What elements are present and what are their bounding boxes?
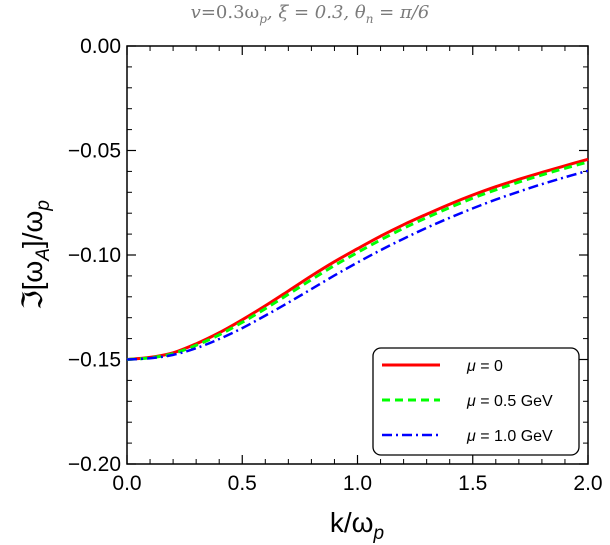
series-line-0 (126, 157, 589, 361)
x-axis-label: k/ωp (330, 507, 384, 544)
series-line-2 (126, 169, 589, 361)
axis-ticks (126, 45, 589, 465)
y-tick-label: 0.00 (80, 35, 121, 58)
legend: μ = 0 μ = 0.5 GeV μ = 1.0 GeV (372, 347, 580, 456)
x-tick-label: 1.5 (458, 472, 487, 495)
x-tick-label: 0.5 (228, 472, 257, 495)
y-axis-label: ℑ[ωA]/ωp (17, 200, 54, 310)
chart-title: v=0.3ωp, ξ = 0.3, θn = π/6 (191, 2, 430, 26)
legend-label-mu-0-5: μ = 0.5 GeV (466, 393, 553, 410)
legend-label-mu-1-0: μ = 1.0 GeV (466, 428, 553, 445)
series-layer (126, 157, 589, 361)
x-tick-label: 2.0 (573, 472, 602, 495)
legend-label-mu-0: μ = 0 (466, 358, 503, 375)
tick-labels: 0.0 0.5 1.0 1.5 2.0 0.00 −0.05 −0.10 −0.15 −0.20 (68, 35, 603, 495)
legend-box (372, 347, 580, 456)
y-tick-label: −0.05 (68, 140, 121, 163)
y-tick-label: −0.20 (68, 453, 121, 476)
x-tick-label: 1.0 (343, 472, 372, 495)
y-tick-label: −0.10 (68, 244, 121, 267)
x-tick-label: 0.0 (112, 472, 141, 495)
y-tick-label: −0.15 (68, 349, 121, 372)
series-line-1 (126, 160, 589, 361)
